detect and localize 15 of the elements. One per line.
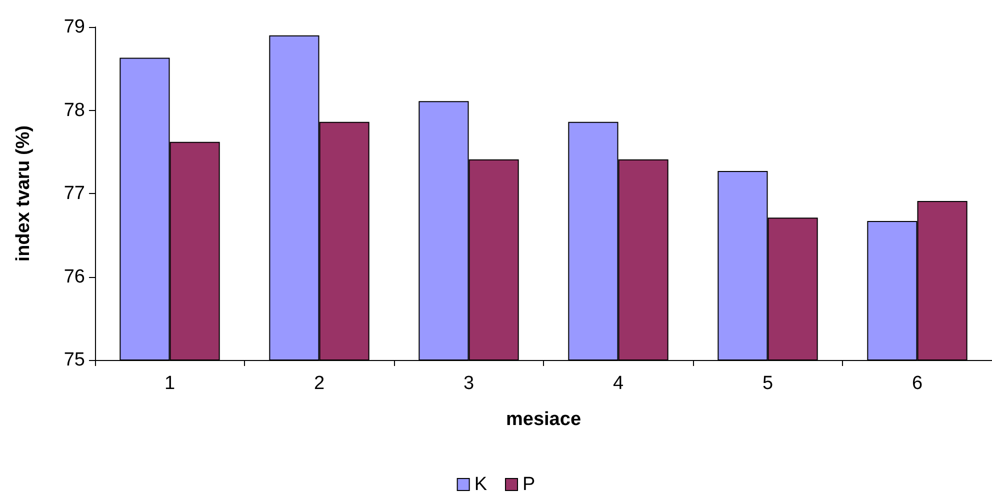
x-tick-label: 5 bbox=[762, 373, 774, 394]
legend-label: K bbox=[474, 474, 488, 495]
y-tick-label: 78 bbox=[64, 100, 85, 121]
y-tick-label: 79 bbox=[64, 16, 85, 38]
x-tick-label: 2 bbox=[314, 373, 325, 394]
y-tick-label: 75 bbox=[64, 350, 85, 370]
x-axis-title: mesiace bbox=[506, 409, 582, 430]
y-axis-title: index tvaru (%) bbox=[13, 125, 34, 262]
x-tick-label: 6 bbox=[912, 373, 923, 394]
y-tick-label: 76 bbox=[64, 266, 85, 288]
x-tick-label: 1 bbox=[164, 373, 176, 394]
x-tick-label: 4 bbox=[612, 373, 624, 394]
y-tick-label: 77 bbox=[64, 183, 85, 204]
legend-label: P bbox=[522, 474, 536, 495]
x-tick-label: 3 bbox=[463, 373, 474, 394]
